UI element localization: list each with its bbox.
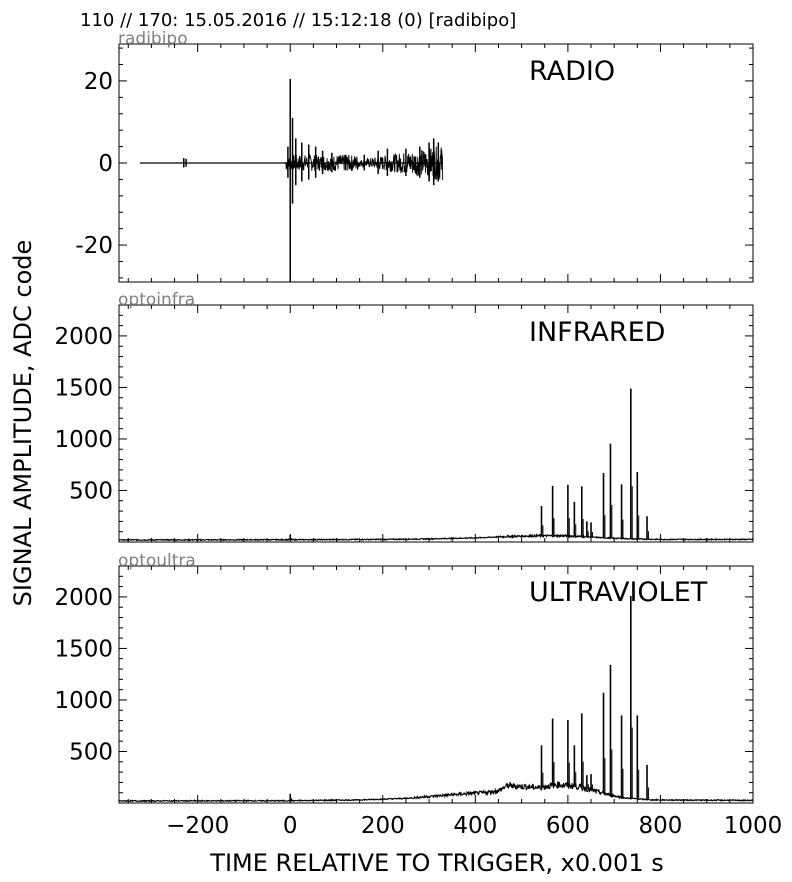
x-axis-label: TIME RELATIVE TO TRIGGER, x0.001 s (209, 849, 663, 877)
channel-label: optoultra (118, 551, 196, 571)
plot-frame (118, 565, 754, 804)
y-tick-label: 500 (69, 478, 113, 504)
plot-area (119, 388, 753, 542)
y-tick-label: 1000 (54, 427, 113, 453)
panels: -20020radibipoRADIO500100015002000optoin… (54, 29, 782, 839)
panel-title: RADIO (529, 56, 615, 87)
signal-trace (119, 533, 753, 542)
channel-label: radibipo (118, 29, 188, 49)
x-tick-label: 400 (453, 813, 497, 839)
x-tick-label: 200 (361, 813, 405, 839)
y-axis-label: SIGNAL AMPLITUDE, ADC code (9, 240, 37, 607)
panel-title: INFRARED (529, 317, 665, 348)
y-tick-label: 20 (84, 69, 113, 95)
x-tick-label: 600 (546, 813, 590, 839)
x-tick-label: 1000 (724, 813, 783, 839)
y-tick-label: 2000 (54, 585, 113, 611)
y-tick-label: 0 (98, 151, 113, 177)
y-tick-label: 1500 (54, 375, 113, 401)
x-tick-label: 0 (283, 813, 298, 839)
y-tick-label: -20 (75, 233, 113, 259)
y-tick-label: 2000 (54, 324, 113, 350)
panel-title: ULTRAVIOLET (529, 577, 708, 608)
panel-optoultra: −200 0 200 400 600 800 1000 500 1000 1500 2000opto… (54, 551, 782, 839)
y-tick-label: 500 (69, 739, 113, 765)
figure-header: 110 // 170: 15.05.2016 // 15:12:18 (0) [… (80, 10, 516, 31)
x-tick-label: −200 (166, 813, 229, 839)
plot-area (119, 595, 753, 803)
channel-label: optoinfra (118, 290, 195, 310)
y-tick-label: 1000 (54, 688, 113, 714)
y-tick-label: 1500 (54, 636, 113, 662)
signal-trace (119, 780, 753, 803)
plot-area (139, 78, 444, 282)
plot-frame (118, 304, 754, 543)
x-tick-label: 800 (638, 813, 682, 839)
